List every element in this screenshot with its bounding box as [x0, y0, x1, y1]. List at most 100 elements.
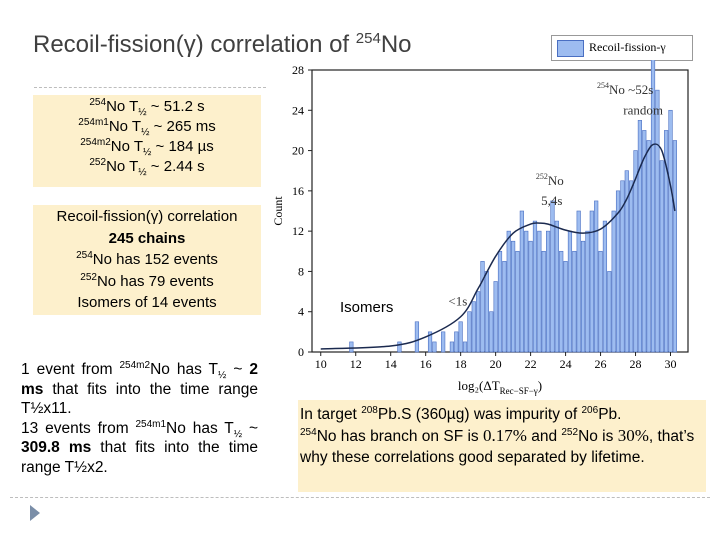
halflife-line: 254m1No T½ ~ 265 ms — [78, 117, 216, 138]
histogram-bar — [637, 120, 642, 353]
y-tick-label: 0 — [298, 345, 304, 359]
histogram-bar — [493, 281, 498, 353]
next-slide-arrow-icon[interactable] — [30, 505, 40, 521]
histogram-bar — [414, 321, 420, 353]
histogram-bar — [471, 301, 476, 353]
no254-events: 254No has 152 events — [76, 250, 218, 269]
halflife-line: 254m2No T½ ~ 184 µs — [80, 137, 214, 158]
histogram-bar — [502, 261, 507, 353]
histogram-bar — [511, 240, 516, 353]
histogram-bar — [559, 250, 564, 353]
histogram-bar — [449, 341, 454, 353]
x-tick-label: 24 — [560, 357, 572, 371]
histogram-bar — [659, 160, 664, 353]
histogram-bar — [497, 250, 503, 353]
histogram-bar — [646, 140, 651, 353]
histogram-bar — [554, 220, 559, 353]
correlation-box: Recoil-fission(γ) correlation 245 chains… — [33, 205, 261, 315]
histogram-bar — [585, 230, 590, 353]
histogram-bar — [462, 341, 468, 353]
no252-halflife-annotation: 5,4s — [541, 193, 562, 208]
histogram-bar — [532, 220, 538, 353]
legend-swatch — [557, 40, 584, 57]
histogram-bar — [546, 230, 551, 353]
no252-events: 252No has 79 events — [80, 271, 214, 290]
histogram-bar — [589, 210, 594, 353]
y-tick-label: 8 — [298, 264, 304, 278]
histogram-bar — [515, 250, 520, 353]
histogram-bar — [528, 240, 533, 353]
x-tick-label: 12 — [350, 357, 362, 371]
x-tick-label: 20 — [490, 357, 502, 371]
histogram-bar — [650, 60, 656, 353]
halflife-line: 252No T½ ~ 2.44 s — [89, 157, 205, 178]
histogram-bar — [458, 321, 463, 353]
histogram-bar — [524, 230, 529, 353]
footer-divider — [10, 497, 710, 498]
histogram-bar — [432, 341, 437, 353]
histogram-bar — [668, 109, 673, 353]
x-axis-label: log₂(ΔTRec−SF−γ) — [458, 378, 542, 396]
x-tick-label: 28 — [630, 357, 642, 371]
histogram-bar — [489, 311, 494, 353]
y-tick-label: 16 — [292, 184, 304, 198]
histogram-bar — [602, 220, 608, 353]
no254-annotation: 254No ~52s — [597, 81, 653, 97]
histogram-bar — [454, 331, 459, 353]
x-tick-label: 16 — [420, 357, 432, 371]
slide-title: Recoil-fission(γ) correlation of 254No — [33, 30, 412, 58]
x-tick-label: 10 — [315, 357, 327, 371]
chains-count: 245 chains — [108, 229, 186, 247]
isomer-paragraph: 1 event from 254m2No has T½ ~ 2 ms that … — [21, 359, 258, 476]
x-tick-label: 22 — [525, 357, 537, 371]
y-tick-label: 4 — [298, 305, 304, 319]
histogram-bar — [598, 250, 603, 353]
histogram-bar — [519, 210, 524, 353]
x-tick-label: 26 — [595, 357, 607, 371]
random-annotation: random — [623, 102, 663, 117]
histogram-bar — [576, 210, 581, 353]
histogram-bar — [397, 341, 402, 353]
x-tick-label: 18 — [455, 357, 467, 371]
y-tick-label: 28 — [292, 63, 304, 77]
histogram-bar — [580, 240, 586, 353]
histogram-bar — [541, 250, 546, 353]
isomers-label: Isomers — [340, 299, 394, 316]
histogram-bar — [349, 341, 354, 353]
note-box — [298, 400, 706, 492]
histogram-bar — [427, 331, 433, 353]
histogram-bar — [594, 200, 599, 353]
y-tick-label: 12 — [292, 224, 304, 238]
correlation-title: Recoil-fission(γ) correlation — [56, 208, 238, 225]
halflife-box: 254No T½ ~ 51.2 s 254m1No T½ ~ 265 ms 25… — [33, 95, 261, 187]
histogram-bar — [467, 311, 472, 353]
isomer-events: Isomers of 14 events — [77, 294, 217, 311]
legend-label: Recoil-fission-γ — [589, 40, 666, 54]
histogram-bar — [537, 230, 542, 353]
histogram-bar — [620, 180, 625, 353]
histogram-bar — [607, 271, 612, 353]
histogram-bar — [506, 230, 511, 353]
chart-legend: Recoil-fission-γ — [551, 35, 693, 61]
histogram-bar — [615, 190, 621, 353]
x-tick-label: 14 — [385, 357, 397, 371]
histogram-bar — [441, 331, 446, 353]
short-lifetime-annotation: <1s — [448, 294, 467, 309]
title-divider — [34, 87, 266, 88]
histogram-bar — [572, 250, 577, 353]
histogram-bar — [672, 140, 677, 353]
histogram-bar — [655, 89, 660, 353]
histogram-bar — [629, 180, 634, 353]
histogram-chart: 0 4 8 12 16 20 24 28 10 12 14 16 18 20 22 24 26 28 30 Count… — [271, 60, 689, 396]
histogram-bar — [611, 210, 616, 353]
histogram-bar — [642, 130, 647, 353]
histogram-bar — [624, 170, 629, 353]
note-text: In target 208Pb.S (360µg) was impurity o… — [300, 404, 695, 466]
histogram-bar — [664, 130, 669, 353]
histogram-bar — [567, 230, 573, 353]
histogram-bar — [550, 200, 555, 353]
y-axis-label: Count — [271, 196, 285, 226]
histogram-bar — [563, 261, 568, 353]
fit-curve-line — [320, 143, 676, 350]
y-tick-label: 24 — [292, 103, 304, 117]
